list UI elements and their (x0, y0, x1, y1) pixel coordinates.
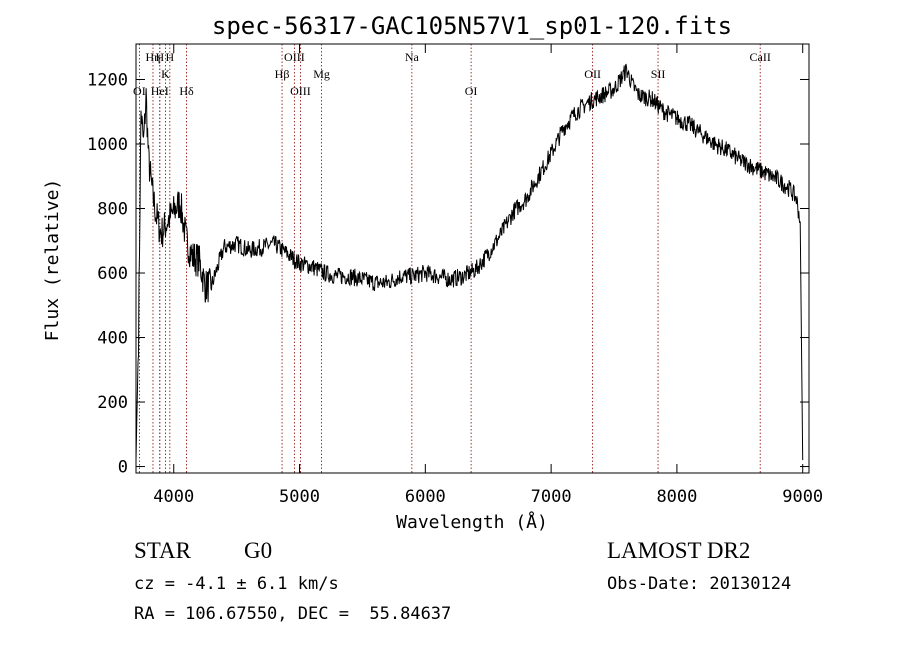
y-tick-label: 1200 (87, 70, 128, 90)
spectral-line-label: Na (405, 50, 420, 64)
x-tick-label: 9000 (782, 487, 823, 507)
spectral-line-label: OI (133, 84, 146, 98)
survey-name: LAMOST DR2 (607, 538, 751, 563)
y-tick-label: 400 (97, 329, 128, 349)
y-tick-label: 800 (97, 200, 128, 220)
y-axis-label: Flux (relative) (42, 179, 63, 342)
y-tick-label: 1000 (87, 135, 128, 155)
spectral-line-label: Hη (146, 50, 161, 64)
object-subclass: G0 (244, 538, 273, 563)
spectral-line-label: OIII (290, 84, 311, 98)
spectral-line-label: CaII (750, 50, 771, 64)
x-tick-label: 5000 (279, 487, 320, 507)
spectral-line-label: K (161, 67, 170, 81)
spectral-line-label: H (166, 50, 175, 64)
spectral-line-label: SII (651, 67, 666, 81)
coordinates: RA = 106.67550, DEC = 55.84637 (134, 604, 452, 624)
y-tick-label: 200 (97, 393, 128, 413)
spectral-line-label: OII (584, 67, 601, 81)
observation-date: Obs-Date: 20130124 (607, 574, 792, 594)
x-axis-label: Wavelength (Å) (396, 511, 548, 533)
axis-ticks: 4000 5000 6000 7000 8000 9000 0 200 400 600 800 100… (87, 44, 823, 507)
spectral-line-markers (138, 44, 761, 473)
spectrum-line (135, 63, 804, 461)
spectral-line-label: Hδ (179, 84, 194, 98)
y-tick-label: 600 (97, 264, 128, 284)
spectral-line-label: HeI (151, 84, 169, 98)
y-tick-label: 0 (118, 458, 128, 478)
x-tick-label: 4000 (153, 487, 194, 507)
x-tick-label: 7000 (531, 487, 572, 507)
spectral-line-label: OI (465, 84, 478, 98)
x-tick-label: 8000 (656, 487, 697, 507)
spectral-line-label: Mg (313, 67, 330, 81)
x-tick-label: 6000 (405, 487, 446, 507)
spectral-line-label: Hβ (275, 67, 290, 81)
spectral-line-label: OIII (284, 50, 305, 64)
plot-frame (135, 43, 810, 474)
radial-velocity: cz = -4.1 ± 6.1 km/s (134, 574, 339, 594)
chart-title: spec-56317-GAC105N57V1_sp01-120.fits (212, 12, 732, 40)
object-class: STAR (134, 538, 191, 563)
spectral-line-label: H (155, 50, 164, 64)
